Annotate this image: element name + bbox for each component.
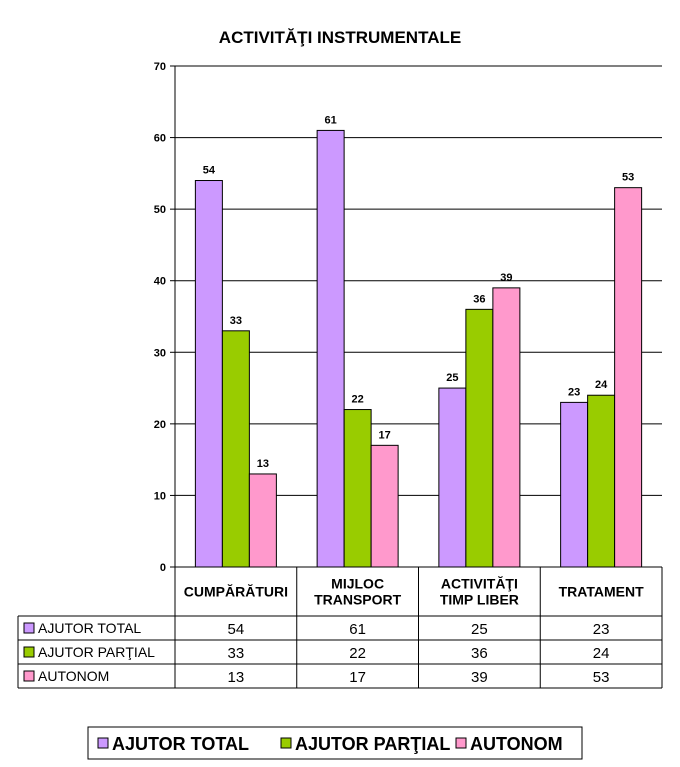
table-row-label-1: AJUTOR PARŢIAL bbox=[38, 644, 155, 660]
bar-2-1 bbox=[465, 308, 494, 568]
gridlines bbox=[175, 65, 662, 496]
bar-3-2 bbox=[614, 187, 643, 568]
y-tick-label-60: 60 bbox=[154, 133, 166, 145]
legend-box bbox=[87, 726, 583, 760]
data-label-3-0: 23 bbox=[568, 386, 580, 398]
data-label-2-2: 39 bbox=[500, 272, 512, 284]
x-category-label-line: CUMPĂRĂTURI bbox=[184, 584, 288, 600]
x-category-label-line: TRATAMENT bbox=[559, 584, 644, 600]
legend-label-1: AJUTOR PARŢIAL bbox=[295, 734, 450, 754]
legend-key-2 bbox=[455, 737, 467, 749]
legend: AJUTOR TOTAL AJUTOR PARŢIAL AUTONOM bbox=[87, 726, 583, 760]
data-label-0-0: 54 bbox=[203, 165, 216, 177]
data-label-0-1: 33 bbox=[230, 315, 242, 327]
y-tick-label-50: 50 bbox=[154, 204, 166, 216]
table-legend-key-0 bbox=[23, 622, 35, 634]
table-row-label-2: AUTONOM bbox=[38, 668, 109, 684]
x-category-label-2: ACTIVITĂŢI TIMP LIBER bbox=[440, 576, 519, 608]
y-tick-label-0: 0 bbox=[160, 562, 166, 574]
table-cell-2-3: 53 bbox=[593, 669, 610, 686]
table-legend-key-1 bbox=[23, 646, 35, 658]
table-cell-2-2: 39 bbox=[471, 669, 488, 686]
x-category-label-line: ACTIVITĂŢI bbox=[441, 576, 518, 592]
table-cell-2-1: 17 bbox=[349, 669, 366, 686]
chart-title: ACTIVITĂŢI INSTRUMENTALE bbox=[219, 28, 461, 47]
table-cell-1-2: 36 bbox=[471, 645, 488, 662]
table-cell-1-3: 24 bbox=[593, 645, 610, 662]
table-legend-key-2 bbox=[23, 670, 35, 682]
y-axis: 0 10 20 30 40 50 60 70 bbox=[154, 61, 176, 574]
bars: 54 33 13 61 22 17 25 36 39 23 24 53 bbox=[194, 114, 643, 568]
bar-2-2 bbox=[492, 287, 521, 568]
y-tick-label-10: 10 bbox=[154, 490, 166, 502]
bar-3-0 bbox=[560, 401, 589, 568]
table-cell-1-0: 33 bbox=[228, 645, 245, 662]
bar-2-0 bbox=[438, 387, 467, 568]
table-cell-0-2: 25 bbox=[471, 621, 488, 638]
data-label-1-0: 61 bbox=[325, 114, 337, 126]
table-cell-0-0: 54 bbox=[228, 621, 245, 638]
data-table: CUMPĂRĂTURI MIJLOC TRANSPORT ACTIVITĂŢI TIMP… bbox=[17, 566, 663, 689]
bar-1-0 bbox=[316, 129, 345, 568]
x-category-label-line: TRANSPORT bbox=[314, 592, 402, 608]
y-tick-label-20: 20 bbox=[154, 419, 166, 431]
bar-1-1 bbox=[343, 409, 372, 568]
data-label-1-1: 22 bbox=[352, 394, 364, 406]
legend-label-0: AJUTOR TOTAL bbox=[112, 734, 249, 754]
data-label-3-1: 24 bbox=[595, 379, 608, 391]
x-category-label-0: CUMPĂRĂTURI bbox=[184, 584, 288, 600]
x-category-label-line: TIMP LIBER bbox=[440, 592, 519, 608]
table-cell-1-1: 22 bbox=[349, 645, 366, 662]
table-row-label-0: AJUTOR TOTAL bbox=[38, 620, 141, 636]
x-category-label-3: TRATAMENT bbox=[559, 584, 644, 600]
y-tick-label-70: 70 bbox=[154, 61, 166, 73]
data-label-0-2: 13 bbox=[257, 458, 269, 470]
legend-key-1 bbox=[280, 737, 292, 749]
legend-label-2: AUTONOM bbox=[470, 734, 563, 754]
bar-3-1 bbox=[587, 394, 616, 568]
bar-1-2 bbox=[370, 444, 399, 568]
bar-0-1 bbox=[221, 330, 250, 568]
data-label-2-1: 36 bbox=[473, 293, 485, 305]
bar-0-0 bbox=[194, 180, 223, 568]
x-category-label-1: MIJLOC TRANSPORT bbox=[314, 576, 402, 608]
y-tick-label-40: 40 bbox=[154, 276, 166, 288]
data-label-3-2: 53 bbox=[622, 172, 634, 184]
x-category-label-line: MIJLOC bbox=[331, 576, 384, 592]
data-label-1-2: 17 bbox=[379, 429, 391, 441]
bar-0-2 bbox=[248, 473, 277, 568]
y-tick-label-30: 30 bbox=[154, 347, 166, 359]
table-cell-0-3: 23 bbox=[593, 621, 610, 638]
table-cell-2-0: 13 bbox=[228, 669, 245, 686]
legend-key-0 bbox=[97, 737, 109, 749]
table-cell-0-1: 61 bbox=[349, 621, 366, 638]
data-label-2-0: 25 bbox=[446, 372, 458, 384]
